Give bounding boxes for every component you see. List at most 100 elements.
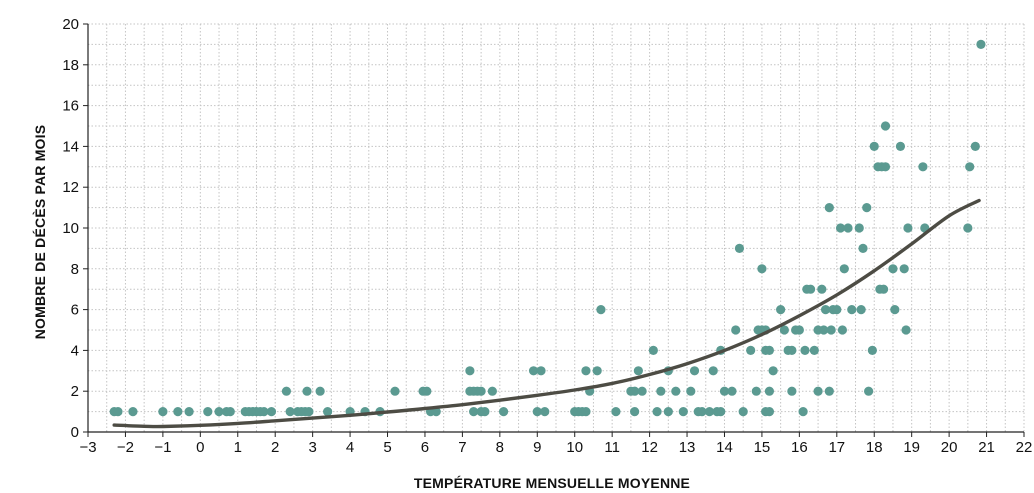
data-point xyxy=(735,244,744,253)
data-point xyxy=(611,407,620,416)
data-point xyxy=(765,346,774,355)
y-tick-label: 12 xyxy=(62,179,79,196)
y-tick-label: 4 xyxy=(71,342,79,359)
y-tick-label: 10 xyxy=(62,220,79,237)
data-point xyxy=(316,387,325,396)
data-point xyxy=(664,407,673,416)
data-point xyxy=(158,407,167,416)
data-point xyxy=(709,366,718,375)
data-point xyxy=(488,387,497,396)
data-point xyxy=(838,325,847,334)
data-point xyxy=(323,407,332,416)
y-tick-label: 14 xyxy=(62,138,79,155)
data-point xyxy=(862,203,871,212)
y-tick-label: 2 xyxy=(71,383,79,400)
data-point xyxy=(769,366,778,375)
data-point xyxy=(896,142,905,151)
data-point xyxy=(581,407,590,416)
data-point xyxy=(881,121,890,130)
y-tick-label: 8 xyxy=(71,261,79,278)
y-tick-label: 18 xyxy=(62,57,79,74)
x-tick-label: −1 xyxy=(154,439,171,456)
data-point xyxy=(827,325,836,334)
data-point xyxy=(596,305,605,314)
data-point xyxy=(727,387,736,396)
data-point xyxy=(900,264,909,273)
data-point xyxy=(422,387,431,396)
data-point xyxy=(203,407,212,416)
data-point xyxy=(267,407,276,416)
data-point xyxy=(304,407,313,416)
y-tick-label: 20 xyxy=(62,16,79,33)
x-tick-label: 9 xyxy=(533,439,541,456)
data-point xyxy=(879,285,888,294)
data-point xyxy=(686,387,695,396)
data-point xyxy=(817,285,826,294)
tick-labels: −3−2−10123456789101112131415161718192021… xyxy=(62,16,1032,456)
data-point xyxy=(302,387,311,396)
data-point xyxy=(795,325,804,334)
x-tick-label: 6 xyxy=(421,439,429,456)
data-point xyxy=(656,387,665,396)
data-point xyxy=(847,305,856,314)
data-point xyxy=(630,407,639,416)
data-point xyxy=(765,387,774,396)
data-point xyxy=(113,407,122,416)
data-point xyxy=(679,407,688,416)
x-tick-label: 11 xyxy=(604,439,620,456)
data-point xyxy=(652,407,661,416)
y-tick-label: 16 xyxy=(62,98,79,115)
x-tick-label: 21 xyxy=(978,439,995,456)
x-axis-title: TEMPÉRATURE MENSUELLE MOYENNE xyxy=(414,475,690,491)
data-point xyxy=(581,366,590,375)
data-point xyxy=(832,305,841,314)
data-point xyxy=(843,223,852,232)
data-point xyxy=(390,387,399,396)
x-tick-label: 5 xyxy=(383,439,391,456)
data-point xyxy=(716,407,725,416)
data-point xyxy=(465,366,474,375)
x-tick-label: 20 xyxy=(941,439,958,456)
data-point xyxy=(806,285,815,294)
data-point xyxy=(477,387,486,396)
data-point xyxy=(918,162,927,171)
data-point xyxy=(226,407,235,416)
x-tick-label: 10 xyxy=(566,439,583,456)
x-tick-label: 18 xyxy=(866,439,883,456)
x-tick-label: 19 xyxy=(903,439,920,456)
data-point xyxy=(787,387,796,396)
data-point xyxy=(649,346,658,355)
data-point xyxy=(480,407,489,416)
y-tick-label: 0 xyxy=(71,424,79,441)
data-point xyxy=(976,40,985,49)
data-point xyxy=(690,366,699,375)
data-point xyxy=(184,407,193,416)
data-point xyxy=(799,407,808,416)
x-tick-label: 17 xyxy=(828,439,845,456)
data-point xyxy=(671,387,680,396)
data-point xyxy=(855,223,864,232)
data-point xyxy=(857,305,866,314)
data-point xyxy=(890,305,899,314)
data-point xyxy=(870,142,879,151)
x-tick-label: 14 xyxy=(716,439,733,456)
data-point xyxy=(173,407,182,416)
data-point xyxy=(881,162,890,171)
data-point xyxy=(634,366,643,375)
data-point xyxy=(752,387,761,396)
data-point xyxy=(128,407,137,416)
x-tick-label: 8 xyxy=(496,439,504,456)
data-point xyxy=(813,387,822,396)
data-point xyxy=(540,407,549,416)
data-point xyxy=(638,387,647,396)
x-tick-label: 13 xyxy=(679,439,696,456)
data-point xyxy=(971,142,980,151)
x-tick-label: −3 xyxy=(79,439,96,456)
trend-curve-layer xyxy=(114,201,979,427)
data-point xyxy=(888,264,897,273)
data-point xyxy=(901,325,910,334)
x-tick-label: 16 xyxy=(791,439,808,456)
data-point xyxy=(731,325,740,334)
y-axis-title: NOMBRE DE DÉCÈS PAR MOIS xyxy=(32,125,48,340)
